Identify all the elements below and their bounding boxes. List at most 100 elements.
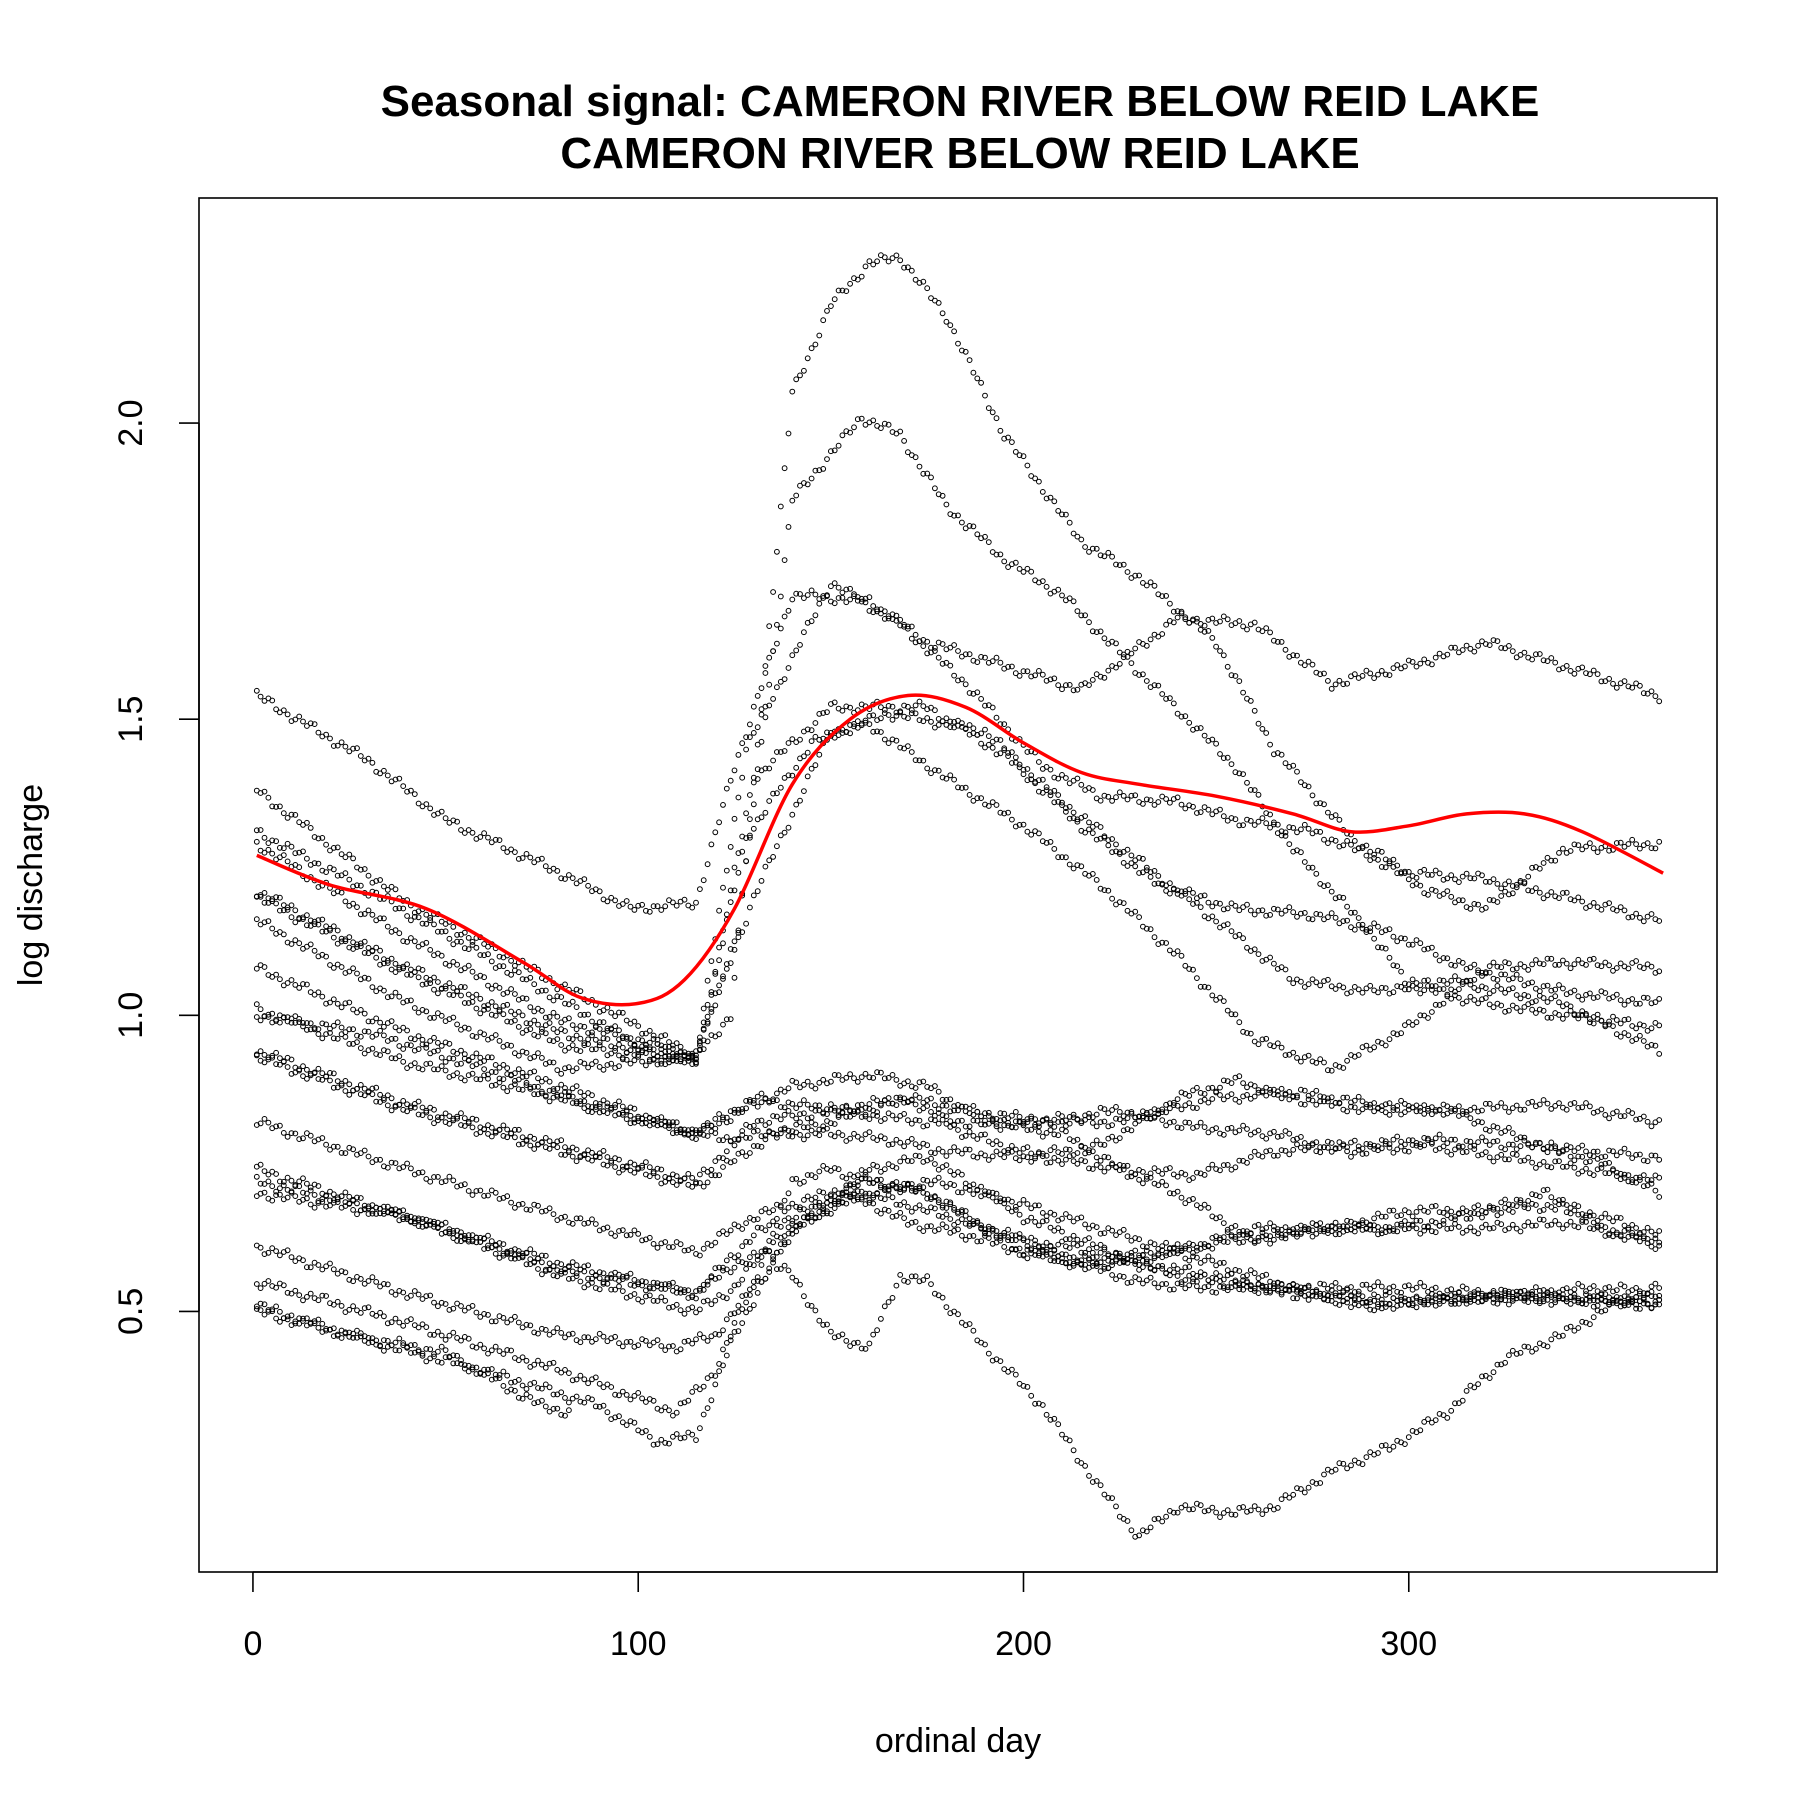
data-point <box>766 623 773 629</box>
data-point <box>1602 959 1609 966</box>
data-point <box>835 287 842 294</box>
data-point <box>997 750 1004 757</box>
data-point <box>1274 906 1281 913</box>
data-point <box>1325 976 1331 983</box>
data-point <box>654 903 661 910</box>
data-point <box>566 1149 572 1155</box>
data-point <box>1598 963 1605 970</box>
data-point <box>870 728 877 735</box>
data-point <box>1506 976 1512 983</box>
data-point <box>808 587 815 594</box>
data-point <box>893 1213 900 1219</box>
data-point <box>1367 1104 1374 1111</box>
data-point <box>1066 1153 1073 1160</box>
data-point <box>1359 1098 1366 1105</box>
data-point <box>1594 904 1601 910</box>
data-point <box>1024 1154 1031 1161</box>
data-point <box>458 1122 464 1128</box>
data-point <box>558 1070 565 1077</box>
data-point <box>350 883 357 890</box>
data-point <box>1363 1141 1370 1147</box>
data-point <box>789 388 796 395</box>
data-point <box>1456 1144 1462 1151</box>
data-point <box>1012 1109 1019 1115</box>
data-point <box>781 748 788 754</box>
data-point <box>481 830 488 837</box>
data-point <box>1560 1015 1566 1022</box>
data-point <box>1132 572 1139 579</box>
data-point <box>304 819 310 826</box>
data-point <box>1602 1224 1609 1231</box>
data-point <box>1205 628 1212 634</box>
data-point <box>292 1013 299 1019</box>
data-point <box>346 851 353 858</box>
data-point <box>1498 1151 1505 1158</box>
data-point <box>643 1159 649 1165</box>
data-point <box>1136 1252 1142 1259</box>
data-point <box>889 736 896 743</box>
data-point <box>639 1049 645 1056</box>
data-point <box>870 261 877 268</box>
data-point <box>843 1113 850 1120</box>
data-point <box>716 819 722 826</box>
data-point <box>770 790 776 797</box>
data-point <box>1109 836 1115 842</box>
data-point <box>623 1232 630 1239</box>
data-point <box>1494 1138 1501 1144</box>
data-point <box>1036 759 1042 765</box>
data-point <box>1429 661 1435 668</box>
data-point <box>1213 1239 1219 1246</box>
series-3 <box>253 415 1663 1063</box>
data-point <box>608 1158 615 1164</box>
data-point <box>454 1061 461 1068</box>
data-point <box>743 858 749 864</box>
data-point <box>1136 1255 1142 1261</box>
data-point <box>485 1002 491 1008</box>
data-point <box>604 1103 611 1110</box>
data-point <box>955 717 961 724</box>
data-point <box>461 1181 468 1188</box>
data-point <box>604 1162 611 1169</box>
data-point <box>481 952 488 959</box>
data-point <box>1556 1197 1562 1204</box>
data-point <box>296 1019 303 1025</box>
data-point <box>592 1046 599 1052</box>
data-point <box>1529 1098 1535 1105</box>
data-point <box>515 1066 522 1072</box>
data-point <box>1224 817 1231 824</box>
data-point <box>1109 1122 1115 1128</box>
data-point <box>1255 720 1262 727</box>
data-point <box>851 424 857 431</box>
data-point <box>284 1018 291 1025</box>
data-point <box>700 1122 707 1129</box>
data-point <box>1194 1105 1200 1111</box>
data-point <box>700 1245 707 1252</box>
data-point <box>1552 1143 1559 1150</box>
data-point <box>1170 1118 1177 1125</box>
data-point <box>1606 1018 1612 1025</box>
data-point <box>1579 898 1586 905</box>
data-point <box>862 263 869 270</box>
data-point <box>1232 816 1239 823</box>
data-point <box>265 918 272 924</box>
data-point <box>288 843 295 850</box>
data-point <box>777 593 784 600</box>
data-point <box>700 1125 707 1132</box>
data-point <box>384 772 391 779</box>
data-point <box>1552 962 1559 968</box>
data-point <box>354 1009 360 1016</box>
data-point <box>1167 890 1173 897</box>
data-point <box>1070 865 1077 872</box>
data-point <box>1321 1059 1327 1066</box>
data-point <box>1089 871 1096 877</box>
data-point <box>843 1185 850 1192</box>
data-point <box>346 968 353 975</box>
data-point <box>531 1135 538 1142</box>
data-point <box>327 1030 333 1036</box>
data-point <box>777 503 784 510</box>
data-point <box>1409 1213 1416 1220</box>
data-point <box>585 882 591 889</box>
data-point <box>1548 889 1555 895</box>
data-point <box>438 928 445 935</box>
data-point <box>1606 900 1612 906</box>
